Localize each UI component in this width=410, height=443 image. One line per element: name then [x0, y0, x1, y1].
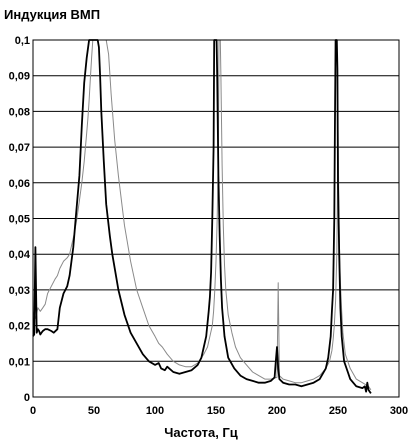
- y-tick-label: 0,04: [9, 249, 31, 261]
- y-tick-label: 0,1: [15, 35, 30, 47]
- x-tick-label: 200: [268, 405, 286, 417]
- y-tick-label: 0,09: [9, 71, 30, 83]
- y-tick-label: 0,07: [9, 142, 30, 154]
- y-tick-label: 0,02: [9, 321, 30, 333]
- chart-title: Индукция ВМП: [4, 7, 100, 22]
- x-tick-label: 0: [30, 405, 36, 417]
- y-tick-label: 0,05: [9, 214, 30, 226]
- y-tick-labels: 0 0,01 0,02 0,03 0,04 0,05 0,06 0,07 0,08 0,09 0,1: [9, 35, 31, 404]
- x-axis-label: Частота, Гц: [164, 425, 238, 440]
- x-tick-label: 50: [88, 405, 100, 417]
- y-tick-label: 0: [24, 392, 30, 404]
- x-tick-label: 150: [207, 405, 225, 417]
- x-tick-label: 250: [329, 405, 347, 417]
- y-tick-label: 0,08: [9, 106, 30, 118]
- y-tick-label: 0,01: [9, 356, 30, 368]
- plot-frame: [32, 39, 400, 398]
- series-layer: [32, 39, 372, 394]
- x-tick-label: 300: [390, 405, 408, 417]
- x-tick-labels: 0 50 100 150 200 250 300: [30, 405, 408, 417]
- y-tick-label: 0,06: [9, 178, 30, 190]
- series-line-2: [32, 39, 372, 391]
- y-tick-label: 0,03: [9, 285, 30, 297]
- grid-lines: [33, 39, 399, 362]
- series-line-1: [32, 39, 372, 394]
- x-tick-label: 100: [146, 405, 164, 417]
